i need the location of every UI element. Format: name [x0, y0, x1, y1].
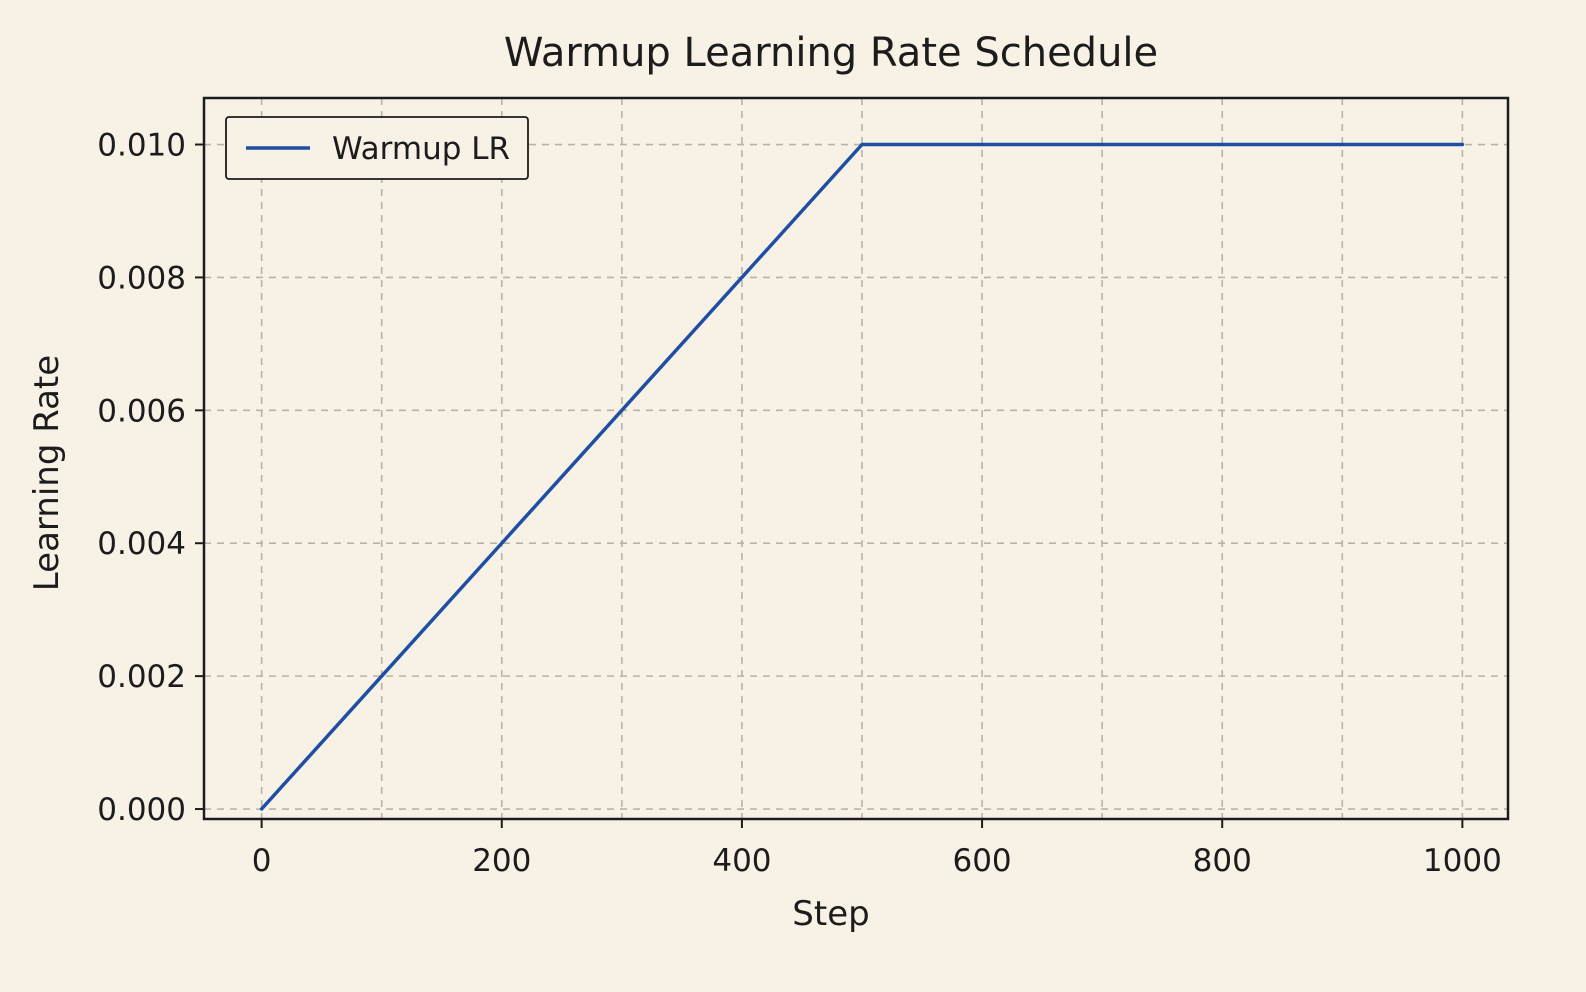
- x-tick-label: 800: [1193, 843, 1252, 879]
- y-axis-label: Learning Rate: [27, 355, 67, 591]
- grid-lines: [204, 98, 1508, 819]
- legend-box: [225, 116, 529, 180]
- x-tick-label: 400: [712, 843, 771, 879]
- chart-title: Warmup Learning Rate Schedule: [504, 30, 1158, 76]
- x-axis-ticks: 0 200 400 600 800 1000: [252, 819, 1502, 879]
- series-lines: [259, 142, 1465, 811]
- y-tick-label: 0.004: [97, 526, 186, 562]
- y-tick-label: 0.002: [97, 659, 186, 695]
- y-axis-ticks: 0.000 0.002 0.004 0.006 0.008 0.010: [97, 128, 204, 828]
- y-tick-label: 0.000: [97, 792, 186, 828]
- x-tick-label: 1000: [1423, 843, 1502, 879]
- x-tick-label: 600: [952, 843, 1011, 879]
- x-tick-label: 0: [252, 843, 272, 879]
- plot-frame: [202, 96, 1510, 821]
- series-line-warmup-lr: [259, 142, 1465, 811]
- x-tick-label: 200: [472, 843, 531, 879]
- legend: Warmup LR: [225, 116, 529, 180]
- y-tick-label: 0.006: [97, 393, 186, 429]
- y-tick-label: 0.008: [97, 260, 186, 296]
- legend-label-warmup-lr: Warmup LR: [332, 131, 510, 167]
- x-axis-label: Step: [792, 894, 869, 934]
- y-tick-label: 0.010: [97, 128, 186, 164]
